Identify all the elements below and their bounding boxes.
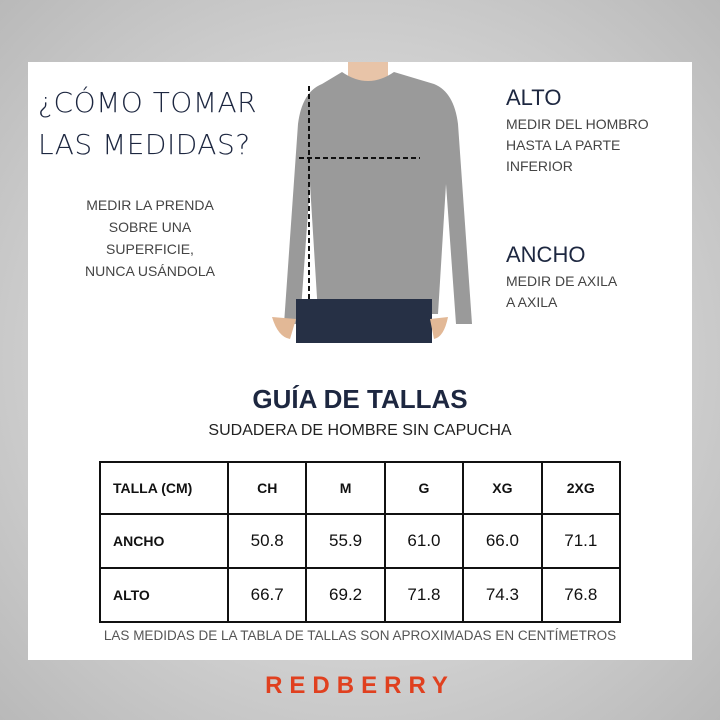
desc-line: A AXILA <box>506 294 558 310</box>
size-table: TALLA (CM) CH M G XG 2XG ANCHO 50.8 55.9… <box>99 461 622 623</box>
alto-description: MEDIR DEL HOMBRO HASTA LA PARTE INFERIOR <box>506 114 649 177</box>
table-row: ALTO 66.7 69.2 71.8 74.3 76.8 <box>99 567 622 623</box>
desc-line: HASTA LA PARTE <box>506 137 621 153</box>
table-cell: 50.8 <box>226 513 308 569</box>
desc-line: MEDIR DEL HOMBRO <box>506 116 649 132</box>
table-cell: 71.1 <box>540 513 622 569</box>
measure-note: MEDIR LA PRENDA SOBRE UNA SUPERFICIE, NU… <box>70 194 230 282</box>
table-cell: 66.7 <box>226 567 308 623</box>
desc-line: MEDIR DE AXILA <box>506 273 618 289</box>
ancho-heading: ANCHO <box>506 242 586 267</box>
ancho-description: MEDIR DE AXILA A AXILA <box>506 271 617 313</box>
measure-arrows <box>299 86 420 302</box>
redberry-logo: REDBERRY <box>265 672 455 699</box>
table-header-row: TALLA (CM) CH M G XG 2XG <box>99 461 622 515</box>
header-cell: M <box>305 461 386 515</box>
row-label: ALTO <box>99 567 229 623</box>
table-cell: 69.2 <box>305 567 386 623</box>
header-cell: G <box>383 461 465 515</box>
note-line: MEDIR LA PRENDA <box>86 197 214 213</box>
size-guide-title: GUÍA DE TALLAS <box>252 384 468 414</box>
table-cell: 55.9 <box>305 513 386 569</box>
note-line: SOBRE UNA <box>108 219 192 235</box>
note-line: NUNCA USÁNDOLA <box>85 263 215 279</box>
header-cell: TALLA (CM) <box>99 461 229 515</box>
header-cell: XG <box>462 461 543 515</box>
desc-line: INFERIOR <box>506 158 573 174</box>
note-line: SUPERFICIE, <box>106 241 194 257</box>
row-label: ANCHO <box>99 513 229 569</box>
table-row: ANCHO 50.8 55.9 61.0 66.0 71.1 <box>99 513 622 569</box>
title-line-1: ¿CÓMO TOMAR <box>38 86 258 119</box>
alto-heading: ALTO <box>506 85 562 110</box>
table-cell: 66.0 <box>462 513 543 569</box>
table-cell: 61.0 <box>383 513 465 569</box>
table-cell: 76.8 <box>540 567 622 623</box>
title-line-2: LAS MEDIDAS? <box>38 128 251 161</box>
table-cell: 71.8 <box>383 567 465 623</box>
how-to-measure-title: ¿CÓMO TOMAR LAS MEDIDAS? <box>38 82 257 166</box>
header-cell: CH <box>226 461 308 515</box>
header-cell: 2XG <box>540 461 622 515</box>
table-footnote: LAS MEDIDAS DE LA TABLA DE TALLAS SON AP… <box>103 628 617 643</box>
table-cell: 74.3 <box>462 567 543 623</box>
sweater-photo <box>272 62 472 343</box>
size-guide-subtitle: SUDADERA DE HOMBRE SIN CAPUCHA <box>208 422 512 439</box>
